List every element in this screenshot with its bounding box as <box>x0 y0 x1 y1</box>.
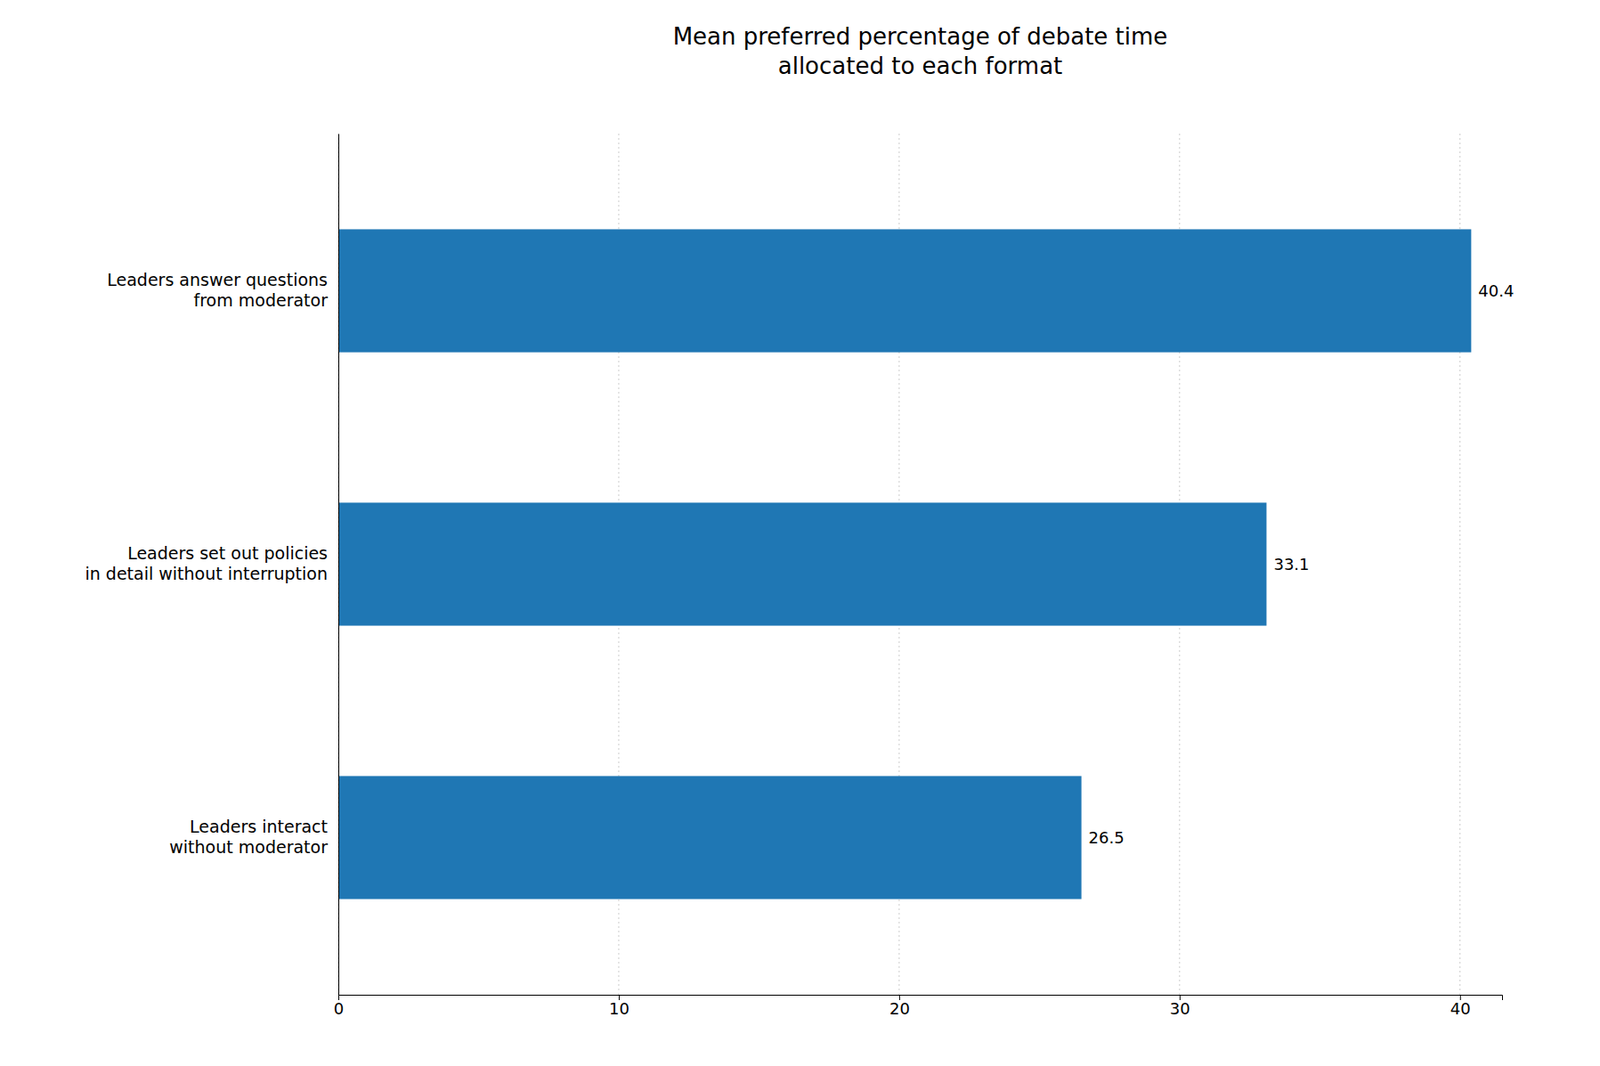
y-tick: Leaders answer questionsfrom moderator <box>106 269 339 310</box>
y-tick-label-line: without moderator <box>169 836 328 857</box>
x-tick: 30 <box>1169 994 1191 1018</box>
bar <box>338 502 1267 626</box>
x-tick-label: 30 <box>1169 998 1191 1018</box>
plot-area: 26.5 33.1 40.4 0 10 20 30 40 Leaders interactwit… <box>84 133 1514 1018</box>
title-line: Mean preferred percentage of debate time <box>673 23 1169 50</box>
data-labels: 26.5 33.1 40.4 <box>1088 281 1515 847</box>
bar <box>338 775 1082 899</box>
x-axis-line <box>339 995 1503 1001</box>
y-tick-label-line: in detail without interruption <box>84 563 328 584</box>
x-tick-label: 40 <box>1450 998 1471 1018</box>
y-tick-label: Leaders set out policiesin detail withou… <box>84 543 328 584</box>
y-tick-label-line: Leaders set out policies <box>127 543 328 563</box>
y-tick-label: Leaders answer questionsfrom moderator <box>106 269 328 310</box>
data-label: 33.1 <box>1273 554 1309 574</box>
data-label: 40.4 <box>1478 281 1514 301</box>
chart-svg: 26.5 33.1 40.4 0 10 20 30 40 Leaders interactwit… <box>0 0 1600 1066</box>
x-axis: 0 10 20 30 40 <box>333 994 1503 1018</box>
x-tick-label: 0 <box>333 998 344 1018</box>
bar <box>338 228 1471 352</box>
data-label: 26.5 <box>1088 828 1125 847</box>
y-axis-line <box>338 134 340 996</box>
x-tick: 0 <box>333 994 344 1018</box>
chart-container: 26.5 33.1 40.4 0 10 20 30 40 Leaders interactwit… <box>0 0 1600 1066</box>
y-tick: Leaders set out policiesin detail withou… <box>84 543 339 584</box>
x-tick: 10 <box>609 994 630 1018</box>
y-tick-label-line: Leaders answer questions <box>106 269 328 290</box>
y-tick-label-line: Leaders interact <box>189 816 328 837</box>
y-tick: Leaders interactwithout moderator <box>169 816 339 857</box>
bars <box>338 228 1471 899</box>
y-tick-label: Leaders interactwithout moderator <box>169 816 328 857</box>
x-tick-label: 20 <box>889 998 910 1018</box>
title-line: allocated to each format <box>778 52 1064 80</box>
y-axis: Leaders interactwithout moderatorLeaders… <box>84 134 339 996</box>
title: Mean preferred percentage of debate time… <box>673 23 1169 80</box>
y-tick-label-line: from moderator <box>194 290 329 310</box>
x-tick: 20 <box>889 994 910 1018</box>
x-tick: 40 <box>1450 994 1471 1018</box>
x-tick-label: 10 <box>609 998 630 1018</box>
grid-line <box>338 133 340 995</box>
